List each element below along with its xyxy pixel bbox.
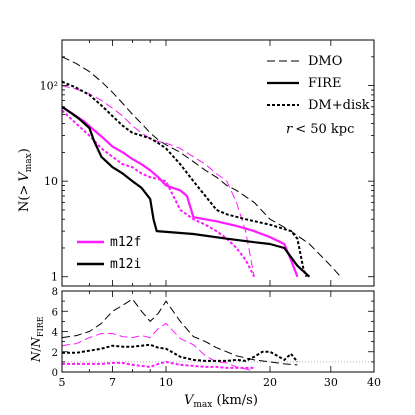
bottom-series-m12f-dmo bbox=[61, 322, 255, 372]
bottom-series-group bbox=[61, 298, 374, 372]
legend-dmdisk-label: DM+disk bbox=[308, 98, 370, 113]
x-tick-label: 10 bbox=[159, 376, 173, 389]
top-y-axis-label: N(>Vmax) bbox=[17, 148, 34, 212]
legend-dmo-label: DMO bbox=[308, 54, 342, 69]
top-tick-group: 1 10 10² bbox=[40, 39, 375, 286]
bottom-series-m12f-dmdisk bbox=[62, 360, 255, 369]
bottom-y-tick-label: 8 bbox=[52, 287, 58, 298]
bottom-y-tick-label: 6 bbox=[52, 307, 58, 318]
bottom-series-m12i-dmo bbox=[61, 298, 298, 366]
top-series-m12f-fire bbox=[61, 105, 299, 278]
x-tick-label: 40 bbox=[367, 376, 381, 389]
bottom-y-tick-label: 0 bbox=[52, 368, 58, 379]
top-axes-frame bbox=[61, 39, 375, 287]
bottom-y-tick-label: 2 bbox=[52, 348, 58, 359]
top-y-tick-label: 10 bbox=[44, 175, 58, 188]
bottom-x-axis-label: Vmax (km/s) bbox=[184, 393, 258, 410]
top-series-m12i-dmdisk bbox=[61, 80, 308, 278]
x-tick-label: 30 bbox=[324, 376, 338, 389]
style-legend: DMO FIRE DM+disk bbox=[267, 54, 370, 113]
radius-annotation: r < 50 kpc bbox=[286, 122, 354, 137]
bottom-series-m12i-dmdisk bbox=[62, 343, 299, 363]
x-tick-label: 20 bbox=[263, 376, 277, 389]
legend-m12i-label: m12i bbox=[110, 257, 141, 272]
top-series-m12f-dmo bbox=[61, 85, 255, 277]
bottom-tick-group: 5 7 10 20 30 40 0 2 4 6 8 bbox=[52, 287, 381, 389]
top-series-m12i-fire bbox=[61, 105, 311, 278]
bottom-panel: 5 7 10 20 30 40 0 2 4 6 8 N/NFIRE Vmax (km/s) bbox=[29, 287, 381, 410]
top-panel: 1 10 10² N(>Vmax) DMO FIRE DM+disk r < 50 k… bbox=[17, 39, 375, 287]
bottom-y-tick-label: 4 bbox=[52, 328, 58, 339]
top-y-tick-label: 1 bbox=[51, 271, 58, 284]
x-tick-label: 5 bbox=[59, 376, 66, 389]
top-series-m12f-dmdisk bbox=[61, 109, 256, 278]
top-series-group bbox=[61, 56, 341, 278]
top-y-tick-label: 10² bbox=[40, 80, 58, 93]
host-legend: m12f m12i bbox=[77, 235, 141, 272]
x-tick-label: 7 bbox=[109, 376, 116, 389]
legend-fire-label: FIRE bbox=[308, 76, 341, 91]
bottom-axes-frame bbox=[61, 290, 375, 373]
legend-m12f-label: m12f bbox=[110, 235, 141, 250]
bottom-y-axis-label: N/NFIRE bbox=[29, 316, 45, 363]
